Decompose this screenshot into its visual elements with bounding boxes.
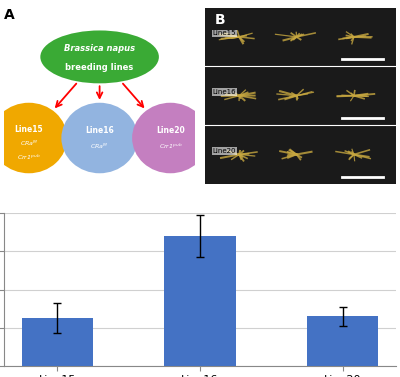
Text: Line15: Line15	[14, 125, 43, 134]
Bar	[22, 318, 93, 366]
Text: B: B	[214, 13, 225, 27]
Circle shape	[132, 103, 209, 173]
Circle shape	[61, 103, 138, 173]
Text: Line20: Line20	[156, 126, 185, 135]
Text: Crr1$^{pub}$: Crr1$^{pub}$	[17, 153, 41, 162]
Ellipse shape	[40, 31, 159, 83]
Bar	[164, 236, 236, 366]
Text: Line15: Line15	[212, 31, 236, 37]
Text: Line16: Line16	[212, 89, 236, 95]
Text: Line16: Line16	[85, 126, 114, 135]
Text: Brassica napus: Brassica napus	[64, 44, 135, 52]
Text: Line20: Line20	[212, 148, 236, 154]
Text: breeding lines: breeding lines	[66, 63, 134, 72]
Text: CRa$^{M}$: CRa$^{M}$	[20, 139, 38, 148]
Text: CRa$^{M}$: CRa$^{M}$	[90, 142, 109, 152]
Text: A: A	[4, 8, 15, 21]
Circle shape	[0, 103, 67, 173]
Bar	[307, 316, 378, 366]
Text: Crr1$^{pub}$: Crr1$^{pub}$	[158, 142, 182, 152]
